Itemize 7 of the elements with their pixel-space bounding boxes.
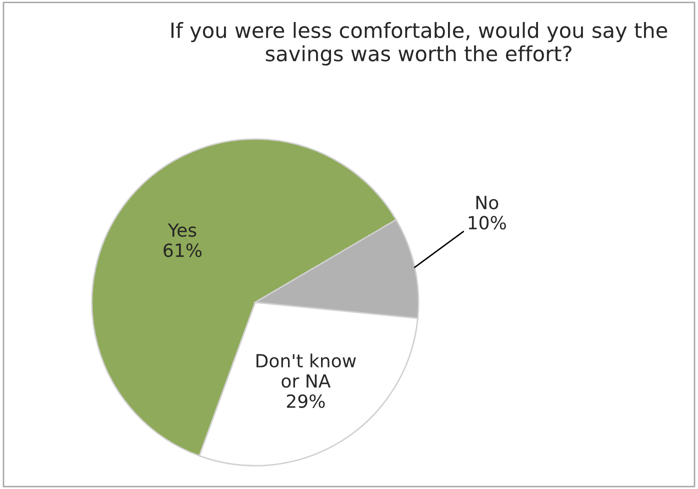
slice-label: Yes [168,223,196,237]
data-label: 10% [468,216,506,230]
slice-label: No [476,196,498,210]
slice-label: Don't know or NA [256,354,356,388]
data-label: 29% [286,394,325,408]
chart-title: If you were less comfortable, would you say the savings was worth the effort? [171,22,668,66]
data-label: 61% [164,243,202,258]
